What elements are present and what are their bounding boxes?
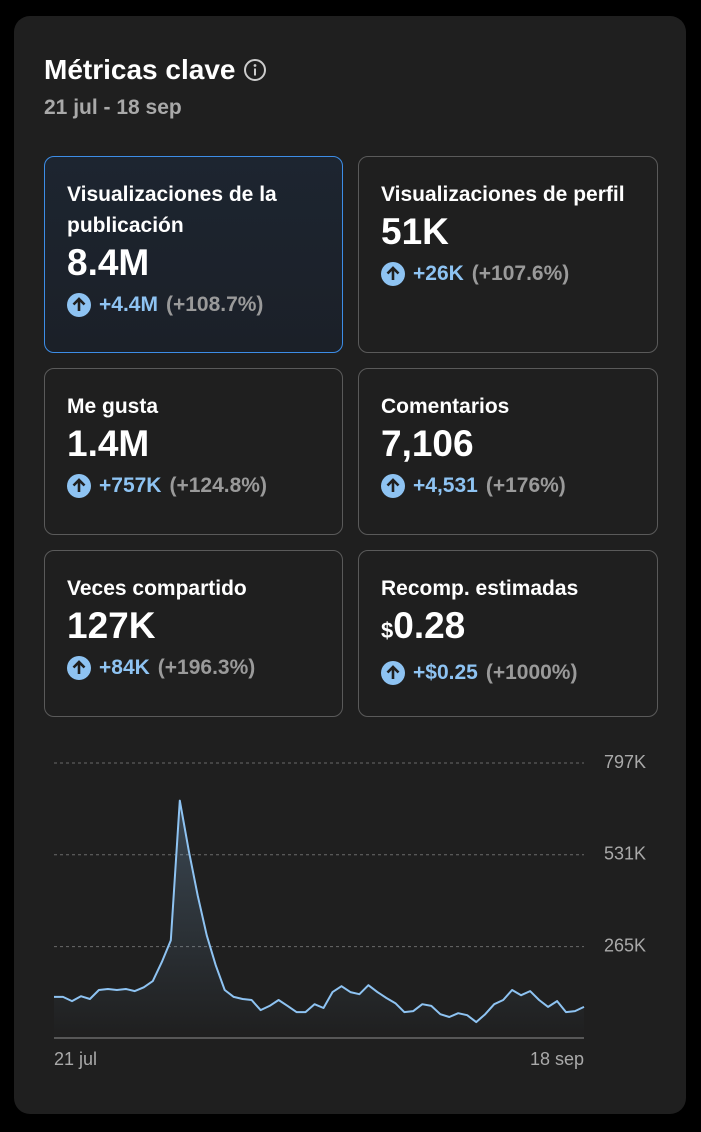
metric-label: Visualizaciones de perfil	[381, 183, 625, 206]
chart: 265K 531K 797K 21 jul 18 sep	[54, 752, 646, 1069]
metric-card[interactable]: Recomp. estimadas $0.28 +$0.25 (+1000%)	[358, 550, 658, 717]
y-tick-label: 265K	[604, 935, 646, 955]
metric-label: Me gusta	[67, 395, 159, 418]
value: 7,106	[381, 423, 474, 464]
metric-value: 51K	[381, 210, 635, 254]
x-tick-label: 21 jul	[54, 1049, 97, 1069]
date-range: 21 jul - 18 sep	[44, 96, 182, 119]
percent: (+107.6%)	[471, 262, 570, 285]
delta: +26K	[413, 262, 464, 285]
percent: (+176%)	[485, 474, 566, 497]
value: 0.28	[393, 605, 466, 646]
line	[54, 799, 585, 1024]
metric-card[interactable]: Visualizaciones de la publicación 8.4M +4.…	[44, 156, 343, 353]
y-tick-label: 531K	[604, 844, 646, 864]
up-icon	[67, 656, 91, 680]
value: 8.4M	[67, 242, 150, 283]
metric-label: Visualizaciones de la publicación	[67, 183, 277, 237]
up-icon	[381, 474, 405, 498]
metric-value: 127K	[67, 604, 320, 648]
metric-card[interactable]: Visualizaciones de perfil 51K +26K (+107.6%…	[358, 156, 658, 353]
header: Métricas clave	[44, 54, 267, 86]
x-tick-label: 18 sep	[530, 1049, 584, 1069]
up-icon	[67, 474, 91, 498]
metric-card[interactable]: Comentarios 7,106 +4,531 (+176%)	[358, 368, 658, 535]
percent: (+1000%)	[485, 661, 578, 684]
metric-value: 7,106	[381, 422, 635, 466]
delta: +84K	[99, 656, 150, 679]
delta-row: +$0.25 (+1000%)	[381, 661, 635, 685]
delta-row: +4,531 (+176%)	[381, 474, 635, 498]
currency: $	[381, 618, 394, 643]
delta: +4,531	[413, 474, 478, 497]
value: 51K	[381, 211, 449, 252]
up-icon	[67, 293, 91, 317]
up-icon	[381, 262, 405, 286]
metric-value: $0.28	[381, 604, 635, 653]
metric-card[interactable]: Me gusta 1.4M +757K (+124.8%)	[44, 368, 343, 535]
percent: (+196.3%)	[157, 656, 256, 679]
delta: +$0.25	[413, 661, 478, 684]
delta-row: +757K (+124.8%)	[67, 474, 320, 498]
area	[54, 800, 584, 1038]
delta: +757K	[99, 474, 162, 497]
delta: +4.4M	[99, 293, 158, 316]
metric-value: 1.4M	[67, 422, 320, 466]
metric-label: Veces compartido	[67, 577, 247, 600]
metric-card[interactable]: Veces compartido 127K +84K (+196.3%)	[44, 550, 343, 717]
percent: (+108.7%)	[165, 293, 264, 316]
value: 127K	[67, 605, 156, 646]
info-icon[interactable]	[243, 58, 267, 82]
metric-value: 8.4M	[67, 241, 320, 285]
y-tick-label: 797K	[604, 752, 646, 772]
metric-label: Recomp. estimadas	[381, 577, 579, 600]
up-icon	[381, 661, 405, 685]
metric-label: Comentarios	[381, 395, 510, 418]
title: Métricas clave	[44, 54, 236, 85]
delta-row: +84K (+196.3%)	[67, 656, 320, 680]
delta-row: +26K (+107.6%)	[381, 262, 635, 286]
delta-row: +4.4M (+108.7%)	[67, 293, 320, 317]
value: 1.4M	[67, 423, 150, 464]
percent: (+124.8%)	[169, 474, 267, 497]
